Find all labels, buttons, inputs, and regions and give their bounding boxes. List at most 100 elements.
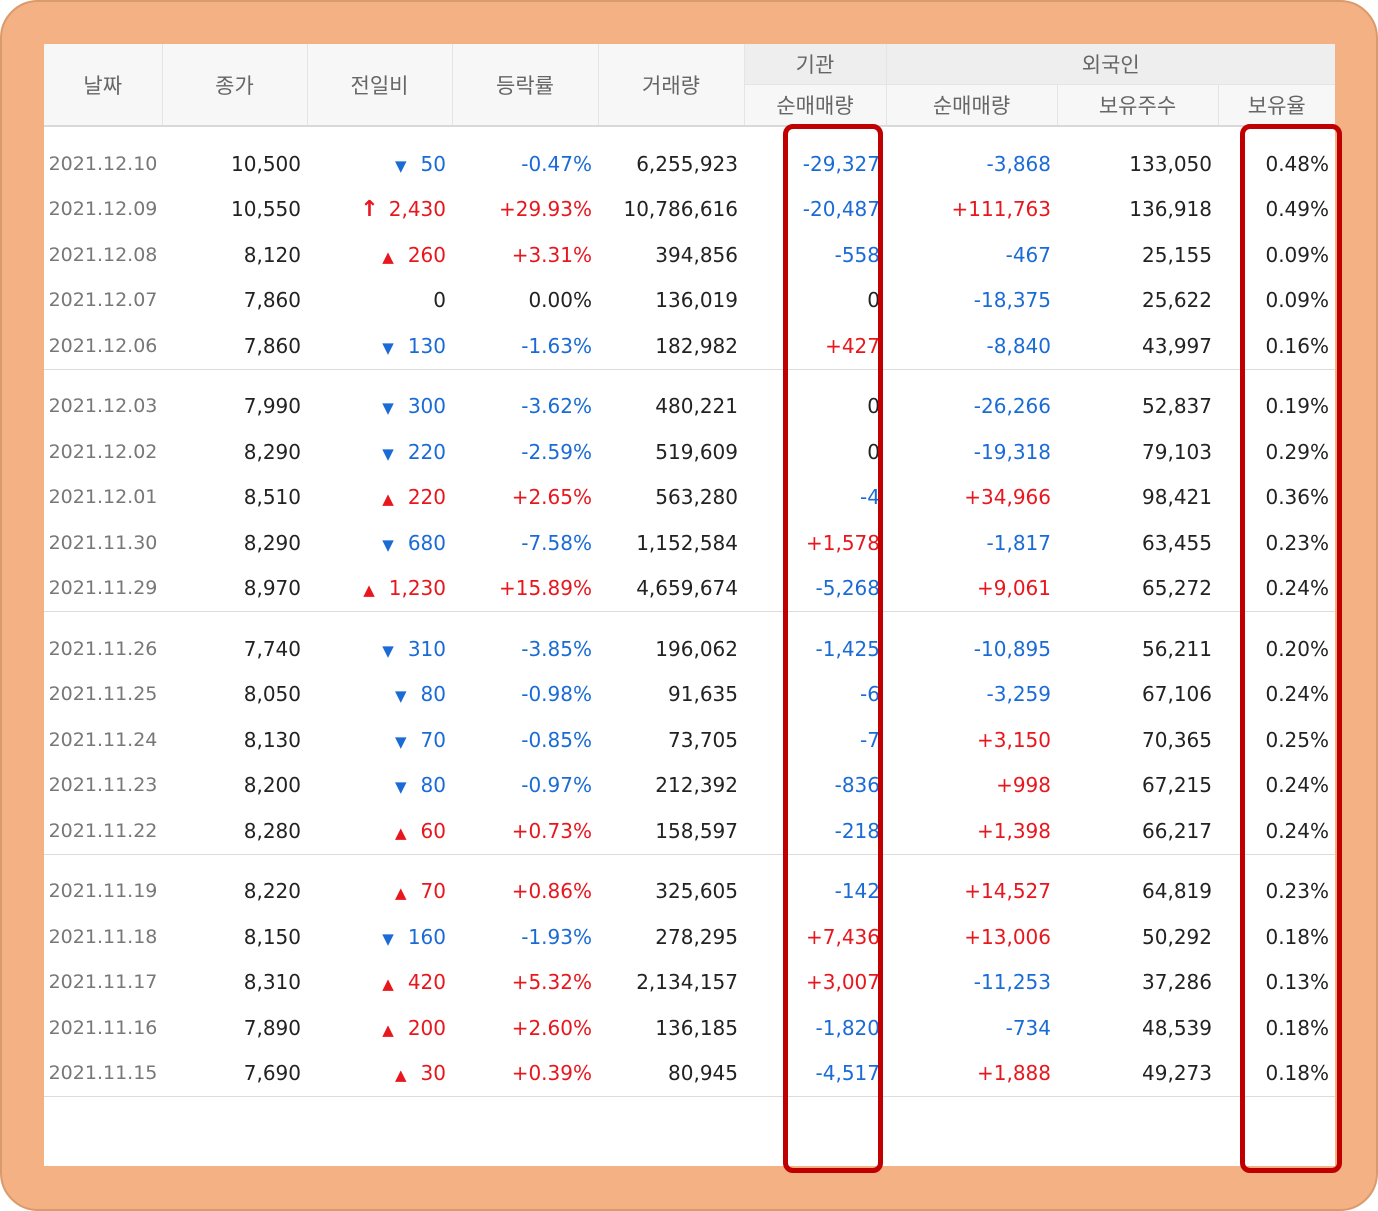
cell-volume: 136,185 xyxy=(655,1015,738,1040)
cell-change: ▼ 130 xyxy=(307,323,452,369)
cell-close: 7,860 xyxy=(243,333,301,358)
cell-foreign-net: +34,966 xyxy=(964,485,1051,510)
cell-volume: 136,019 xyxy=(655,288,738,313)
cell-foreign-shares: 56,211 xyxy=(1142,636,1212,661)
down-triangle-icon: ▼ xyxy=(395,156,407,175)
cell-institution-net: -218 xyxy=(834,818,880,843)
table-row: 2021.12.07 7,860 0 0.00% 136,019 0 -18,375 25,6… xyxy=(44,278,1335,324)
cell-institution-net: -6 xyxy=(860,682,880,707)
table-row: 2021.11.30 8,290 ▼ 680 -7.58% 1,152,584 +1,578… xyxy=(44,520,1335,566)
up-triangle-icon: ▲ xyxy=(363,581,375,600)
cell-foreign-ratio: 0.29% xyxy=(1265,439,1330,464)
cell-foreign-net: -8,840 xyxy=(986,333,1051,358)
cell-rate: 0.00% xyxy=(528,288,592,313)
group-separator xyxy=(44,1096,1335,1111)
cell-close: 8,220 xyxy=(243,879,301,904)
table-row: 2021.11.26 7,740 ▼ 310 -3.85% 196,062 -1,425 -1… xyxy=(44,626,1335,672)
cell-change: ▲ 70 xyxy=(307,869,452,915)
cell-close: 8,290 xyxy=(243,530,301,555)
cell-foreign-shares: 98,421 xyxy=(1142,485,1212,510)
group-separator xyxy=(44,611,1335,626)
table-row: 2021.12.06 7,860 ▼ 130 -1.63% 182,982 +427 -8,8… xyxy=(44,323,1335,369)
cell-date: 2021.11.23 xyxy=(48,774,158,797)
table-row: 2021.12.03 7,990 ▼ 300 -3.62% 480,221 0 -26,266… xyxy=(44,384,1335,430)
table-row: 2021.12.10 10,500 ▼ 50 -0.47% 6,255,923 -29,32… xyxy=(44,141,1335,187)
up-triangle-icon: ▲ xyxy=(382,975,394,994)
cell-foreign-shares: 70,365 xyxy=(1142,727,1212,752)
cell-volume: 1,152,584 xyxy=(636,530,738,555)
down-triangle-icon: ▼ xyxy=(382,929,394,948)
cell-foreign-ratio: 0.24% xyxy=(1265,818,1330,843)
cell-close: 8,310 xyxy=(243,970,301,995)
change-value: 60 xyxy=(420,818,446,843)
cell-rate: +0.86% xyxy=(511,879,592,904)
table-row: 2021.12.09 10,550 ↑ 2,430 +29.93% 10,786,616 -… xyxy=(44,187,1335,233)
cell-volume: 10,786,616 xyxy=(623,197,738,222)
cell-foreign-net: +1,398 xyxy=(976,818,1051,843)
cell-foreign-net: +111,763 xyxy=(951,197,1051,222)
cell-change: ▼ 160 xyxy=(307,914,452,960)
cell-institution-net: -1,820 xyxy=(815,1015,880,1040)
cell-change: ▼ 220 xyxy=(307,429,452,475)
cell-change: ▼ 80 xyxy=(307,672,452,718)
cell-institution-net: +427 xyxy=(825,333,880,358)
cell-institution-net: -4 xyxy=(860,485,880,510)
cell-foreign-net: -3,868 xyxy=(986,151,1051,176)
cell-date: 2021.11.19 xyxy=(48,880,158,903)
cell-date: 2021.12.03 xyxy=(48,395,158,418)
down-triangle-icon: ▼ xyxy=(382,444,394,463)
cell-foreign-net: +14,527 xyxy=(964,879,1051,904)
table-body: 2021.12.10 10,500 ▼ 50 -0.47% 6,255,923 -29,32… xyxy=(44,126,1335,1111)
cell-date: 2021.12.02 xyxy=(48,440,158,463)
table-row: 2021.11.17 8,310 ▲ 420 +5.32% 2,134,157 +3,007… xyxy=(44,960,1335,1006)
cell-close: 7,690 xyxy=(243,1061,301,1086)
header-change: 전일비 xyxy=(306,44,452,127)
down-triangle-icon: ▼ xyxy=(382,399,394,418)
cell-date: 2021.12.08 xyxy=(48,243,158,266)
down-triangle-icon: ▼ xyxy=(382,535,394,554)
cell-volume: 394,856 xyxy=(655,242,738,267)
cell-foreign-ratio: 0.20% xyxy=(1265,636,1330,661)
change-value: 420 xyxy=(407,970,446,995)
cell-foreign-ratio: 0.19% xyxy=(1265,394,1330,419)
cell-date: 2021.12.06 xyxy=(48,334,158,357)
cell-foreign-ratio: 0.36% xyxy=(1265,485,1330,510)
cell-foreign-ratio: 0.18% xyxy=(1265,1015,1330,1040)
cell-foreign-shares: 133,050 xyxy=(1129,151,1212,176)
cell-volume: 4,659,674 xyxy=(636,576,738,601)
cell-change: ▲ 260 xyxy=(307,232,452,278)
cell-foreign-shares: 37,286 xyxy=(1142,970,1212,995)
cell-close: 8,290 xyxy=(243,439,301,464)
cell-close: 7,740 xyxy=(243,636,301,661)
cell-rate: +3.31% xyxy=(511,242,592,267)
cell-change: ↑ 2,430 xyxy=(307,187,452,233)
cell-change: 0 xyxy=(307,278,452,324)
cell-rate: -1.93% xyxy=(521,924,592,949)
cell-institution-net: +3,007 xyxy=(805,970,880,995)
limit-up-arrow-icon: ↑ xyxy=(360,196,379,222)
cell-foreign-net: -19,318 xyxy=(973,439,1051,464)
down-triangle-icon: ▼ xyxy=(382,338,394,357)
cell-volume: 73,705 xyxy=(668,727,738,752)
cell-volume: 80,945 xyxy=(668,1061,738,1086)
cell-volume: 212,392 xyxy=(655,773,738,798)
cell-change: ▲ 420 xyxy=(307,960,452,1006)
cell-foreign-shares: 64,819 xyxy=(1142,879,1212,904)
cell-date: 2021.11.18 xyxy=(48,925,158,948)
cell-volume: 325,605 xyxy=(655,879,738,904)
up-triangle-icon: ▲ xyxy=(395,823,407,842)
group-separator xyxy=(44,368,1335,384)
cell-volume: 91,635 xyxy=(668,682,738,707)
change-value: 200 xyxy=(407,1015,446,1040)
cell-foreign-shares: 52,837 xyxy=(1142,394,1212,419)
cell-close: 8,510 xyxy=(243,485,301,510)
cell-institution-net: -142 xyxy=(834,879,880,904)
cell-date: 2021.11.16 xyxy=(48,1016,158,1039)
cell-foreign-net: -3,259 xyxy=(986,682,1051,707)
investor-trading-table: 날짜 종가 전일비 등락률 거래량 기관 외국인 순매매량 순매매량 보유주수 … xyxy=(44,44,1335,1111)
table-row: 2021.11.22 8,280 ▲ 60 +0.73% 158,597 -218 +1,39… xyxy=(44,808,1335,854)
cell-close: 8,050 xyxy=(243,682,301,707)
cell-date: 2021.11.26 xyxy=(48,637,158,660)
cell-rate: -0.47% xyxy=(521,151,592,176)
cell-date: 2021.12.01 xyxy=(48,486,158,509)
